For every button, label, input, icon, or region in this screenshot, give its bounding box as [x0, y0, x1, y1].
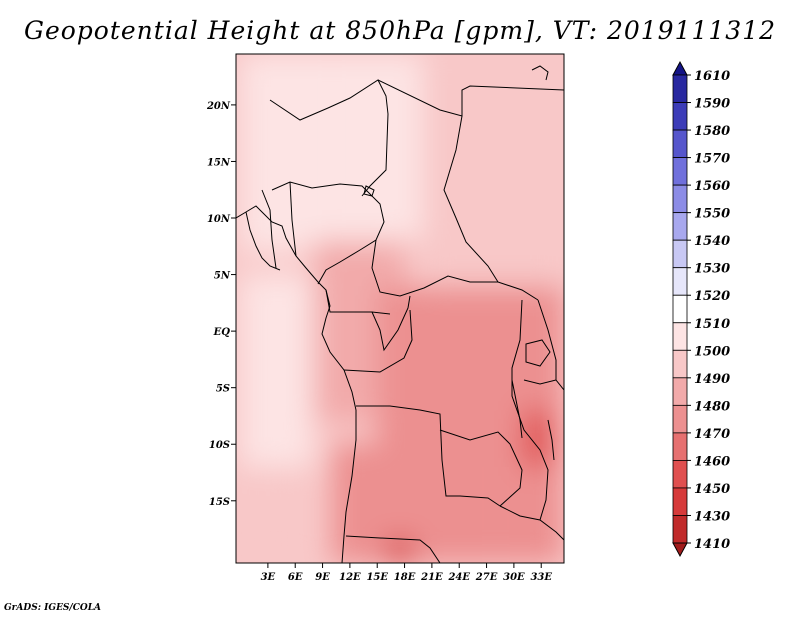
x-tick-label: 33E	[530, 572, 552, 583]
border-west-coast-states	[245, 211, 281, 271]
border-ghana-togo	[261, 181, 297, 269]
border-chad-sudan	[377, 79, 564, 117]
y-tick-label: EQ	[213, 327, 231, 338]
field-region-congo-basin	[377, 285, 514, 467]
border-tanzania	[555, 379, 564, 391]
colorbar-box	[672, 129, 688, 158]
x-tick-label: 21E	[420, 572, 443, 583]
colorbar-box	[672, 184, 688, 214]
colorbar-box	[672, 294, 688, 324]
border-chad-east	[443, 115, 499, 283]
colorbar-label: 1430	[694, 509, 730, 524]
border-drc-south	[343, 309, 413, 373]
y-tick-label: 10N	[207, 214, 231, 225]
colorbar-label: 1550	[694, 207, 730, 222]
colorbar-label: 1470	[694, 427, 730, 442]
colorbar-label: 1570	[694, 152, 730, 167]
geopotential-field	[240, 54, 564, 563]
field-region-northwest-africa	[240, 54, 332, 252]
colorbar: 1410 1430 1450 1460 1470 1480 1490 1500 1510 1520…	[672, 60, 730, 558]
colorbar-label: 1500	[694, 344, 730, 359]
y-tick-label: 15S	[209, 497, 230, 508]
x-tick-label: 18E	[394, 572, 416, 583]
field-region-sudan	[422, 54, 564, 286]
colorbar-label: 1610	[694, 69, 730, 84]
colorbar-label: 1490	[694, 372, 730, 387]
x-tick-label: 24E	[447, 572, 470, 583]
y-tick-label: 20N	[206, 101, 231, 112]
border-uganda-kenya	[523, 299, 557, 385]
field-region-gulf-of-guinea	[240, 274, 314, 467]
colorbar-box	[672, 239, 688, 269]
colorbar-box	[672, 322, 688, 351]
colorbar-box	[672, 267, 688, 296]
y-axis: 20N 15N 10N 5N EQ 5S 10S 15S	[206, 101, 236, 508]
lake-tanganyika	[511, 379, 523, 439]
border-drc-zambia	[439, 429, 523, 507]
y-tick-label: 15N	[207, 157, 231, 168]
colorbar-box	[672, 404, 688, 434]
colorbar-label: 1590	[694, 97, 730, 112]
coastline-west	[236, 205, 357, 563]
colorbar-box	[672, 432, 688, 461]
x-tick-label: 12E	[339, 572, 361, 583]
x-tick-label: 9E	[315, 572, 330, 583]
colorbar-label: 1530	[694, 262, 730, 277]
colorbar-box	[672, 460, 688, 489]
colorbar-box	[672, 74, 688, 103]
colorbar-box	[672, 377, 688, 406]
border-nigeria	[271, 181, 385, 285]
lake-chad	[363, 185, 375, 197]
border-namibia	[345, 535, 441, 563]
y-tick-label: 5N	[214, 271, 231, 282]
grads-credit: GrADS: IGES/COLA	[4, 603, 102, 613]
y-tick-label: 10S	[209, 440, 230, 451]
x-tick-label: 3E	[261, 572, 276, 583]
colorbar-label: 1520	[694, 289, 730, 304]
field-region-lake-malawi-low	[523, 410, 551, 467]
colorbar-label: 1450	[694, 482, 730, 497]
colorbar-label: 1540	[694, 234, 730, 249]
colorbar-box	[672, 157, 688, 186]
red-sea-coast	[531, 65, 549, 81]
field-region-kalahari-low	[386, 540, 414, 563]
lake-victoria	[525, 339, 551, 367]
colorbar-label: 1510	[694, 317, 730, 332]
colorbar-label: 1580	[694, 124, 730, 139]
colorbar-label: 1560	[694, 179, 730, 194]
colorbar-label: 1480	[694, 399, 730, 414]
colorbar-label: 1410	[694, 537, 730, 552]
colorbar-bottom-triangle	[672, 542, 688, 558]
map-area	[236, 54, 564, 563]
colorbar-label: 1460	[694, 454, 730, 469]
lake-malawi	[547, 419, 555, 461]
colorbar-box	[672, 102, 688, 131]
map-frame	[235, 53, 565, 564]
border-congo	[371, 295, 411, 352]
colorbar-top-triangle	[672, 60, 688, 76]
field-region-atlantic-south	[240, 466, 296, 563]
y-tick-label: 5S	[216, 384, 230, 395]
chart-title: Geopotential Height at 850hPa [gpm], VT:…	[23, 16, 777, 45]
border-angola	[356, 405, 501, 507]
x-tick-label: 27E	[475, 572, 498, 583]
x-tick-label: 6E	[288, 572, 303, 583]
border-mali-niger	[269, 79, 389, 197]
colorbar-box	[672, 212, 688, 241]
border-east-lakes	[511, 299, 549, 521]
x-axis: 3E 6E 9E 12E 15E 18E 21E 24E 27E 30E 33E	[261, 563, 552, 583]
x-tick-label: 30E	[503, 572, 525, 583]
border-cameroon-south	[325, 289, 391, 315]
country-borders	[236, 65, 564, 563]
x-tick-label: 15E	[366, 572, 388, 583]
border-car	[371, 239, 539, 301]
colorbar-box	[672, 349, 688, 379]
colorbar-box	[672, 515, 688, 544]
colorbar-box	[672, 487, 688, 516]
border-zambia-zimbabwe	[499, 505, 564, 541]
